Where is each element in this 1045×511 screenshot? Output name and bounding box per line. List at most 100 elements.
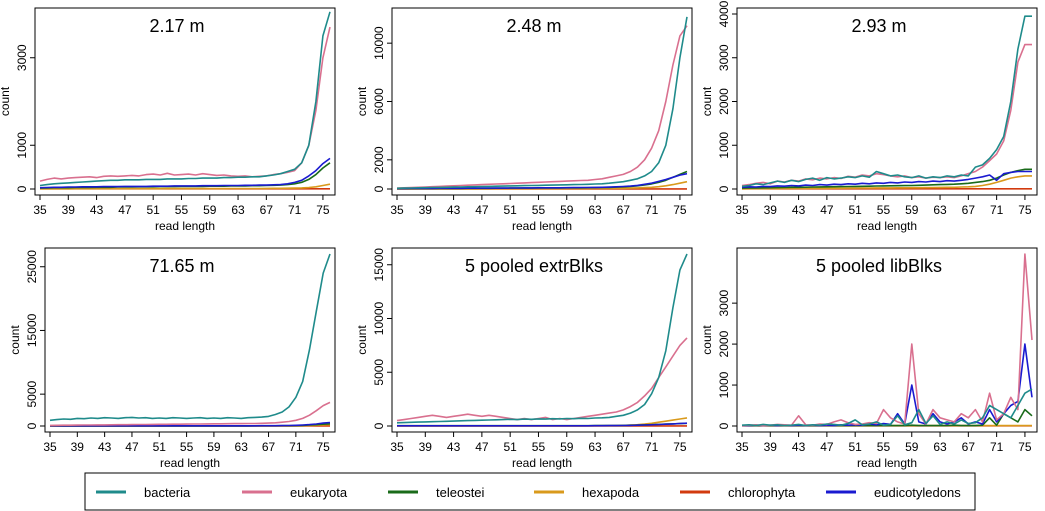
x-tick-label: 59 (560, 203, 574, 217)
x-tick-label: 51 (146, 203, 160, 217)
x-tick-label: 63 (588, 203, 602, 217)
series-line-hexapoda (40, 183, 331, 190)
x-tick-label: 43 (792, 203, 806, 217)
x-tick-label: 39 (71, 440, 85, 454)
x-tick-label: 51 (503, 440, 517, 454)
y-tick-label: 10000 (372, 26, 386, 60)
series-line-bacteria (396, 16, 688, 190)
x-tick-label: 47 (820, 440, 834, 454)
x-tick-label: 51 (848, 203, 862, 217)
chart-panel-2: 35 39 43 47 51 55 59 63 67 71 75 0 2000 6000 10000 read… (355, 7, 693, 233)
y-tick-label: 2000 (372, 146, 386, 173)
x-tick-label: 43 (90, 203, 104, 217)
y-tick-label: 15000 (372, 248, 386, 282)
x-tick-label: 43 (98, 440, 112, 454)
x-tick-label: 67 (962, 440, 976, 454)
x-tick-label: 59 (560, 440, 574, 454)
x-tick-label: 67 (260, 203, 274, 217)
x-axis-label: read length (160, 456, 220, 470)
x-axis-label: read length (857, 456, 917, 470)
legend-label-teleostei: teleostei (436, 485, 485, 500)
y-tick-label: 1000 (15, 132, 29, 159)
y-tick-label: 25000 (25, 250, 39, 284)
x-tick-label: 75 (1018, 203, 1032, 217)
x-tick-label: 75 (673, 203, 687, 217)
panel-title: 5 pooled extrBlks (465, 256, 603, 276)
series-line-eukaryota (39, 26, 331, 182)
x-tick-label: 67 (617, 440, 631, 454)
y-axis-label: count (0, 86, 12, 116)
x-tick-label: 55 (180, 440, 194, 454)
panel-title: 5 pooled libBlks (816, 256, 942, 276)
x-tick-label: 39 (62, 203, 76, 217)
plot-frame (34, 7, 336, 196)
x-tick-label: 59 (905, 203, 919, 217)
x-tick-label: 59 (203, 203, 217, 217)
x-tick-label: 39 (419, 203, 433, 217)
x-tick-label: 35 (33, 203, 47, 217)
x-axis-label: read length (857, 219, 917, 233)
panel-title: 2.17 m (149, 16, 204, 36)
y-tick-label: 4000 (717, 0, 731, 27)
plot-frame (44, 247, 336, 433)
x-tick-label: 39 (419, 440, 433, 454)
x-tick-label: 51 (153, 440, 167, 454)
y-tick-label: 5000 (372, 359, 386, 386)
x-tick-label: 55 (532, 440, 546, 454)
y-tick-label: 1000 (717, 132, 731, 159)
x-tick-label: 59 (207, 440, 221, 454)
x-tick-label: 71 (645, 203, 659, 217)
x-tick-label: 39 (764, 203, 778, 217)
chart-panel-5: 35 39 43 47 51 55 59 63 67 71 75 0 5000 10000 15000 rea… (355, 247, 693, 470)
series-line-eukaryota (741, 43, 1032, 187)
chart-panel-1: 35 39 43 47 51 55 59 63 67 71 75 0 1000 3000 read leng… (0, 7, 336, 233)
y-tick-label: 2000 (717, 88, 731, 115)
series-line-bacteria (39, 11, 331, 187)
legend-label-chlorophyta: chlorophyta (728, 485, 796, 500)
y-axis-label: count (355, 86, 369, 116)
series-line-eudicotyledons (397, 172, 688, 190)
y-tick-label: 0 (25, 422, 39, 429)
panel-title: 2.48 m (506, 16, 561, 36)
x-tick-label: 71 (289, 440, 303, 454)
x-tick-label: 67 (617, 203, 631, 217)
plot-frame (736, 247, 1038, 433)
legend-label-eudicotyledons: eudicotyledons (874, 485, 961, 500)
y-axis-label: count (8, 325, 22, 355)
x-axis-label: read length (512, 219, 572, 233)
x-tick-label: 71 (990, 203, 1004, 217)
series-line-bacteria (49, 253, 331, 422)
x-tick-label: 55 (175, 203, 189, 217)
y-tick-label: 10000 (372, 301, 386, 335)
y-tick-label: 6000 (372, 88, 386, 115)
x-tick-label: 35 (390, 440, 404, 454)
plot-frame (391, 7, 693, 196)
series-line-eudicotyledons (741, 170, 1032, 189)
legend: bacteria eukaryota teleostei hexapoda chloro… (84, 472, 976, 511)
legend-label-eukaryota: eukaryota (290, 485, 348, 500)
x-tick-label: 35 (735, 440, 749, 454)
series-line-eudicotyledons (50, 421, 331, 427)
x-tick-label: 63 (933, 440, 947, 454)
y-axis-label: count (700, 325, 714, 355)
x-tick-label: 63 (933, 203, 947, 217)
y-tick-label: 5000 (25, 380, 39, 407)
y-tick-label: 0 (15, 185, 29, 192)
series-line-bacteria (741, 388, 1033, 427)
x-tick-label: 51 (503, 203, 517, 217)
y-axis-label: count (700, 86, 714, 116)
x-tick-label: 35 (43, 440, 57, 454)
series-line-eukaryota (49, 401, 331, 427)
y-tick-label: 1000 (717, 371, 731, 398)
y-tick-label: 0 (717, 185, 731, 192)
x-tick-label: 47 (820, 203, 834, 217)
legend-label-hexapoda: hexapoda (582, 485, 640, 500)
x-tick-label: 63 (231, 203, 245, 217)
x-axis-label: read length (155, 219, 215, 233)
plot-frame (391, 247, 693, 433)
x-axis-label: read length (512, 456, 572, 470)
chart-panel-3: 35 39 43 47 51 55 59 63 67 71 75 0 1000 2000 3000 4000 r… (700, 0, 1038, 233)
x-tick-label: 75 (316, 440, 330, 454)
x-tick-label: 47 (475, 203, 489, 217)
x-tick-label: 47 (475, 440, 489, 454)
